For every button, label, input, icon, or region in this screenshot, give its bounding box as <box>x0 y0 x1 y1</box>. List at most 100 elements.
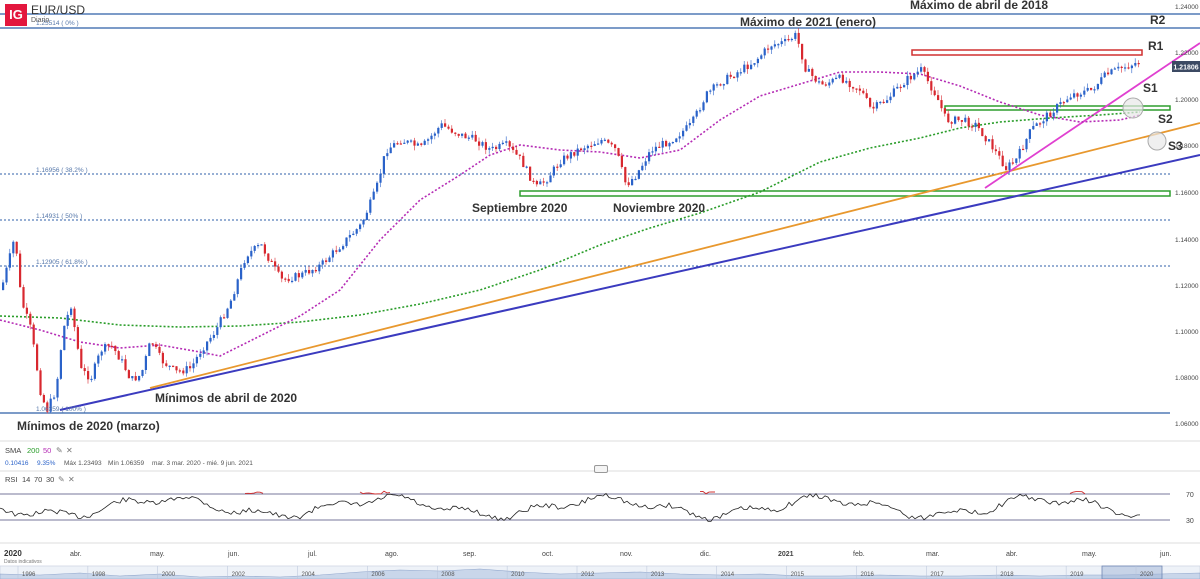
symbol-title: EUR/USD <box>31 3 85 17</box>
sma-50-value: 50 <box>43 446 51 455</box>
candle-body <box>968 118 970 127</box>
candle-body <box>271 261 273 262</box>
candle-body <box>294 273 296 281</box>
candle-body <box>1059 102 1061 104</box>
rsi-period: 14 <box>22 475 30 484</box>
candle-body <box>345 238 347 247</box>
candle-body <box>131 376 133 378</box>
candle-body <box>866 93 868 98</box>
candle-body <box>1019 149 1021 159</box>
candle-body <box>723 84 725 85</box>
candle-body <box>543 181 545 182</box>
fib-382-label: 1.16956 ( 38.2% ) <box>36 167 88 174</box>
candle-body <box>29 314 31 325</box>
candle-body <box>709 91 711 92</box>
candle-body <box>461 134 463 136</box>
candle-body <box>162 353 164 363</box>
candle-body <box>305 270 307 273</box>
candle-body <box>804 59 806 71</box>
stats-min: Mín 1.06359 <box>108 460 145 467</box>
candle-body <box>655 147 657 152</box>
candle-body <box>192 363 194 368</box>
candle-body <box>743 65 745 73</box>
candle-body <box>158 347 160 353</box>
rsi-close-icon[interactable]: ✕ <box>68 475 75 484</box>
candle-body <box>335 250 337 251</box>
candle-body <box>80 349 82 368</box>
candle-body <box>155 344 157 347</box>
candle-body <box>352 234 354 235</box>
candle-body <box>424 141 426 145</box>
candle-body <box>764 49 766 56</box>
candle-body <box>464 134 466 139</box>
candle-body <box>1053 113 1055 117</box>
annotation-sep-2020: Septiembre 2020 <box>472 201 568 215</box>
candle-body <box>260 244 262 245</box>
candle-body <box>36 344 38 370</box>
sma-settings-icon[interactable]: ✎ <box>56 446 63 455</box>
navigator-year: 2012 <box>581 572 595 578</box>
candle-body <box>104 344 106 352</box>
candle-body <box>570 152 572 158</box>
candle-body <box>39 370 41 395</box>
candle-body <box>981 128 983 136</box>
rsi-lower: 30 <box>46 475 54 484</box>
annotation-max-2021: Máximo de 2021 (enero) <box>740 15 876 29</box>
navigator-year: 2004 <box>302 572 316 578</box>
candle-body <box>515 150 517 155</box>
candle-body <box>920 67 922 72</box>
candle-body <box>1070 98 1072 100</box>
candle-body <box>685 125 687 131</box>
candle-body <box>624 167 626 182</box>
candle-body <box>1029 129 1031 139</box>
candle-body <box>216 327 218 335</box>
candle-body <box>791 39 793 40</box>
candle-body <box>152 343 154 344</box>
candle-body <box>954 117 956 124</box>
candle-body <box>1104 73 1106 78</box>
candle-body <box>196 357 198 363</box>
candle-body <box>376 183 378 192</box>
navigator-year: 2019 <box>1070 572 1084 578</box>
candle-body <box>90 379 92 380</box>
stats-change-pct: 9.35% <box>37 460 56 467</box>
candle-body <box>631 179 633 185</box>
candle-body <box>417 143 419 145</box>
candle-body <box>529 167 531 181</box>
candle-body <box>73 309 75 327</box>
pane-resize-handle[interactable] <box>594 465 608 473</box>
candle-body <box>985 136 987 141</box>
navigator-year: 1998 <box>92 572 106 578</box>
candle-body <box>917 72 919 75</box>
candle-body <box>614 144 616 148</box>
rsi-line <box>0 494 1140 522</box>
candle-body <box>750 65 752 69</box>
candle-body <box>733 77 735 78</box>
fib-50-label: 1.14931 ( 50% ) <box>36 213 82 220</box>
sma-close-icon[interactable]: ✕ <box>66 446 73 455</box>
candle-body <box>1073 93 1075 97</box>
price-axis-label: 1.16000 <box>1175 190 1199 197</box>
candle-body <box>726 75 728 84</box>
candle-body <box>549 175 551 182</box>
candle-body <box>998 151 1000 156</box>
candle-body <box>509 141 511 146</box>
label-s1: S1 <box>1143 81 1158 95</box>
rsi-overbought-segment <box>700 491 715 493</box>
rsi-settings-icon[interactable]: ✎ <box>58 475 65 484</box>
candle-body <box>957 117 959 121</box>
candle-body <box>359 224 361 229</box>
candle-body <box>522 156 524 167</box>
candle-body <box>379 174 381 183</box>
candle-body <box>141 370 143 376</box>
candle-body <box>284 279 286 280</box>
candle-body <box>927 72 929 81</box>
candle-body <box>233 294 235 301</box>
candle-body <box>315 270 317 271</box>
candle-body <box>1015 159 1017 163</box>
candle-body <box>577 149 579 156</box>
timeframe-label: Diario <box>31 17 49 24</box>
candle-body <box>257 245 259 246</box>
candle-body <box>719 84 721 85</box>
